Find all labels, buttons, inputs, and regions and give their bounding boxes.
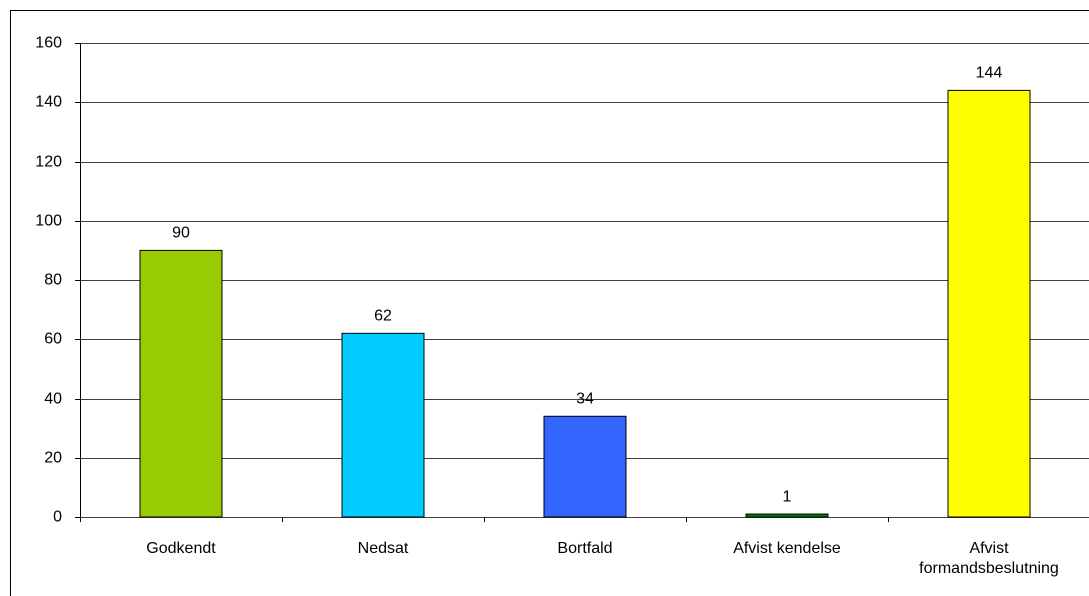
x-tick-label: Bortfald <box>557 540 613 557</box>
bar <box>543 415 627 518</box>
bar <box>341 332 425 518</box>
value-label: 144 <box>976 65 1003 82</box>
y-tick-label: 120 <box>35 154 62 171</box>
y-tick-label: 80 <box>44 272 62 289</box>
value-label: 90 <box>172 225 190 242</box>
y-tick-label: 60 <box>44 331 62 348</box>
x-tick-label: Nedsat <box>357 540 409 557</box>
bar <box>139 249 223 518</box>
y-tick-label: 100 <box>35 213 62 230</box>
value-label: 62 <box>374 308 392 325</box>
x-tick-label: Godkendt <box>146 540 216 557</box>
y-tick-label: 40 <box>44 391 62 408</box>
x-tick-label: Afvist kendelse <box>733 540 841 557</box>
value-label: 1 <box>783 488 792 505</box>
y-tick-label: 0 <box>53 509 62 526</box>
y-tick-label: 20 <box>44 450 62 467</box>
y-tick-label: 160 <box>35 35 62 52</box>
bar <box>947 89 1031 518</box>
value-label: 34 <box>576 390 594 407</box>
y-tick-label: 140 <box>35 94 62 111</box>
x-tick-label: Afvist formandsbeslutning <box>919 540 1059 577</box>
bar <box>745 513 829 518</box>
